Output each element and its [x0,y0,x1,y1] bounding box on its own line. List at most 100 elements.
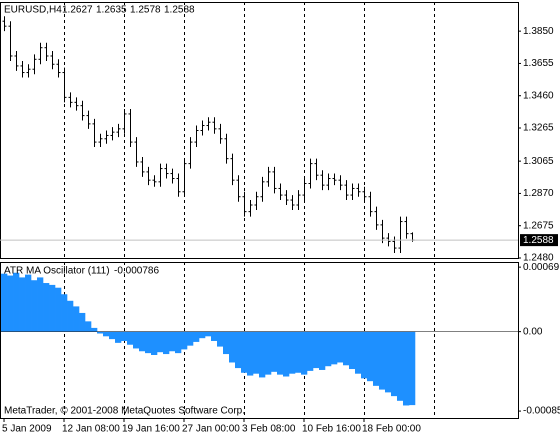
histogram-bar [259,331,266,378]
y-tick-label: 1.2870 [523,188,554,199]
histogram-bar [354,331,362,374]
histogram-bar [217,331,224,347]
footer: MetaTrader, © 2001-2008 MetaQuotes Softw… [4,406,245,417]
current-price-label: 1.2588 [523,235,554,246]
histogram-bar [211,331,218,341]
histogram-bar [19,277,26,332]
histogram-bar [342,331,350,366]
histogram-bar [139,331,146,352]
histogram-bar [205,331,212,337]
histogram-bar [247,331,254,376]
indicator-title: ATR MA Oscillator (111) [4,266,110,277]
histogram-bar [306,331,314,371]
y-tick-label: 1.3065 [523,156,554,167]
histogram-bar [181,331,188,350]
histogram-bar [270,331,278,372]
histogram-bar [288,331,296,374]
histogram-bar [163,331,170,355]
histogram-bar [7,275,14,332]
histogram-bar [187,331,194,346]
ohlc-value: 1.2635 [96,5,127,16]
histogram-bar [91,327,98,332]
histogram-bar [408,331,416,406]
histogram-bar [330,331,338,365]
x-tick-label: 3 Feb 08:00 [242,424,296,435]
histogram-bar [336,331,344,363]
histogram-bar [378,331,386,390]
histogram-bar [25,274,32,332]
histogram-bar [199,331,206,339]
histogram-bar [390,331,398,397]
x-tick-label: 19 Jan 16:00 [122,424,180,435]
y-tick-label: 1.3850 [523,26,554,37]
histogram-bar [264,331,272,375]
histogram-bar [318,331,326,370]
histogram-bar [55,287,62,332]
ohlc-value: 1.2588 [164,5,195,16]
histogram-bar [1,273,8,332]
histogram-bar [13,272,20,332]
y-tick-label: 0.00 [523,326,543,337]
histogram-bar [31,280,38,332]
y-tick-label: 1.2480 [523,253,554,264]
histogram-bar [384,331,392,393]
y-tick-label: 1.3265 [523,123,554,134]
histogram-bar [157,331,164,353]
ohlc-value: 1.2578 [130,5,161,16]
histogram-bar [402,331,410,406]
histogram-bar [37,277,44,332]
histogram-bar [294,331,302,373]
histogram-bar [145,331,152,354]
x-tick-label: 18 Feb 00:00 [362,424,421,435]
indicator-value: -0.000786 [114,266,159,277]
histogram-bar [276,331,284,375]
histogram-bar [133,331,140,349]
histogram-bar [79,312,86,332]
histogram-bar [43,283,50,332]
histogram-bar [97,331,104,334]
y-tick-label: 1.3460 [523,90,554,101]
chart-title: EURUSD,H4 [4,5,62,16]
histogram-bar [312,331,320,369]
histogram-bar [115,331,122,343]
histogram-bar [193,331,200,342]
y-tick-label: 1.2675 [523,220,554,231]
histogram-bar [282,331,290,377]
current-price-box [520,234,558,247]
y-tick-label: -0.00085 [523,406,560,417]
histogram-bar [73,306,80,332]
oscillator-panel [0,262,519,419]
histogram-bar [223,331,230,355]
histogram-bar [396,331,404,401]
histogram-bar [241,331,248,373]
histogram-bar [300,331,308,375]
histogram-bar [61,294,68,332]
price-panel [0,2,519,259]
x-tick-label: 12 Jan 08:00 [62,424,120,435]
histogram-bar [169,331,176,352]
ohlc-value: 1.2627 [62,5,93,16]
x-tick-label: 10 Feb 16:00 [302,424,361,435]
histogram-bar [175,331,182,354]
histogram-bar [324,331,332,367]
histogram-bar [85,321,92,332]
histogram-bar [151,331,158,356]
histogram-bar [109,331,116,340]
histogram-bar [366,331,374,382]
histogram-bar [229,331,236,363]
histogram-bar [235,331,242,369]
histogram-bar [360,331,368,379]
histogram-bar [253,331,260,374]
histogram-bar [121,331,128,341]
x-tick-label: 5 Jan 2009 [2,424,52,435]
histogram-bar [49,284,56,332]
y-tick-label: 0.00069 [523,262,560,273]
y-tick-label: 1.3655 [523,58,554,69]
x-tick-label: 27 Jan 00:00 [182,424,240,435]
histogram-bar [372,331,380,386]
histogram-bar [348,331,356,370]
histogram-bar [127,331,134,345]
histogram-bar [103,331,110,337]
histogram-bar [67,300,74,332]
